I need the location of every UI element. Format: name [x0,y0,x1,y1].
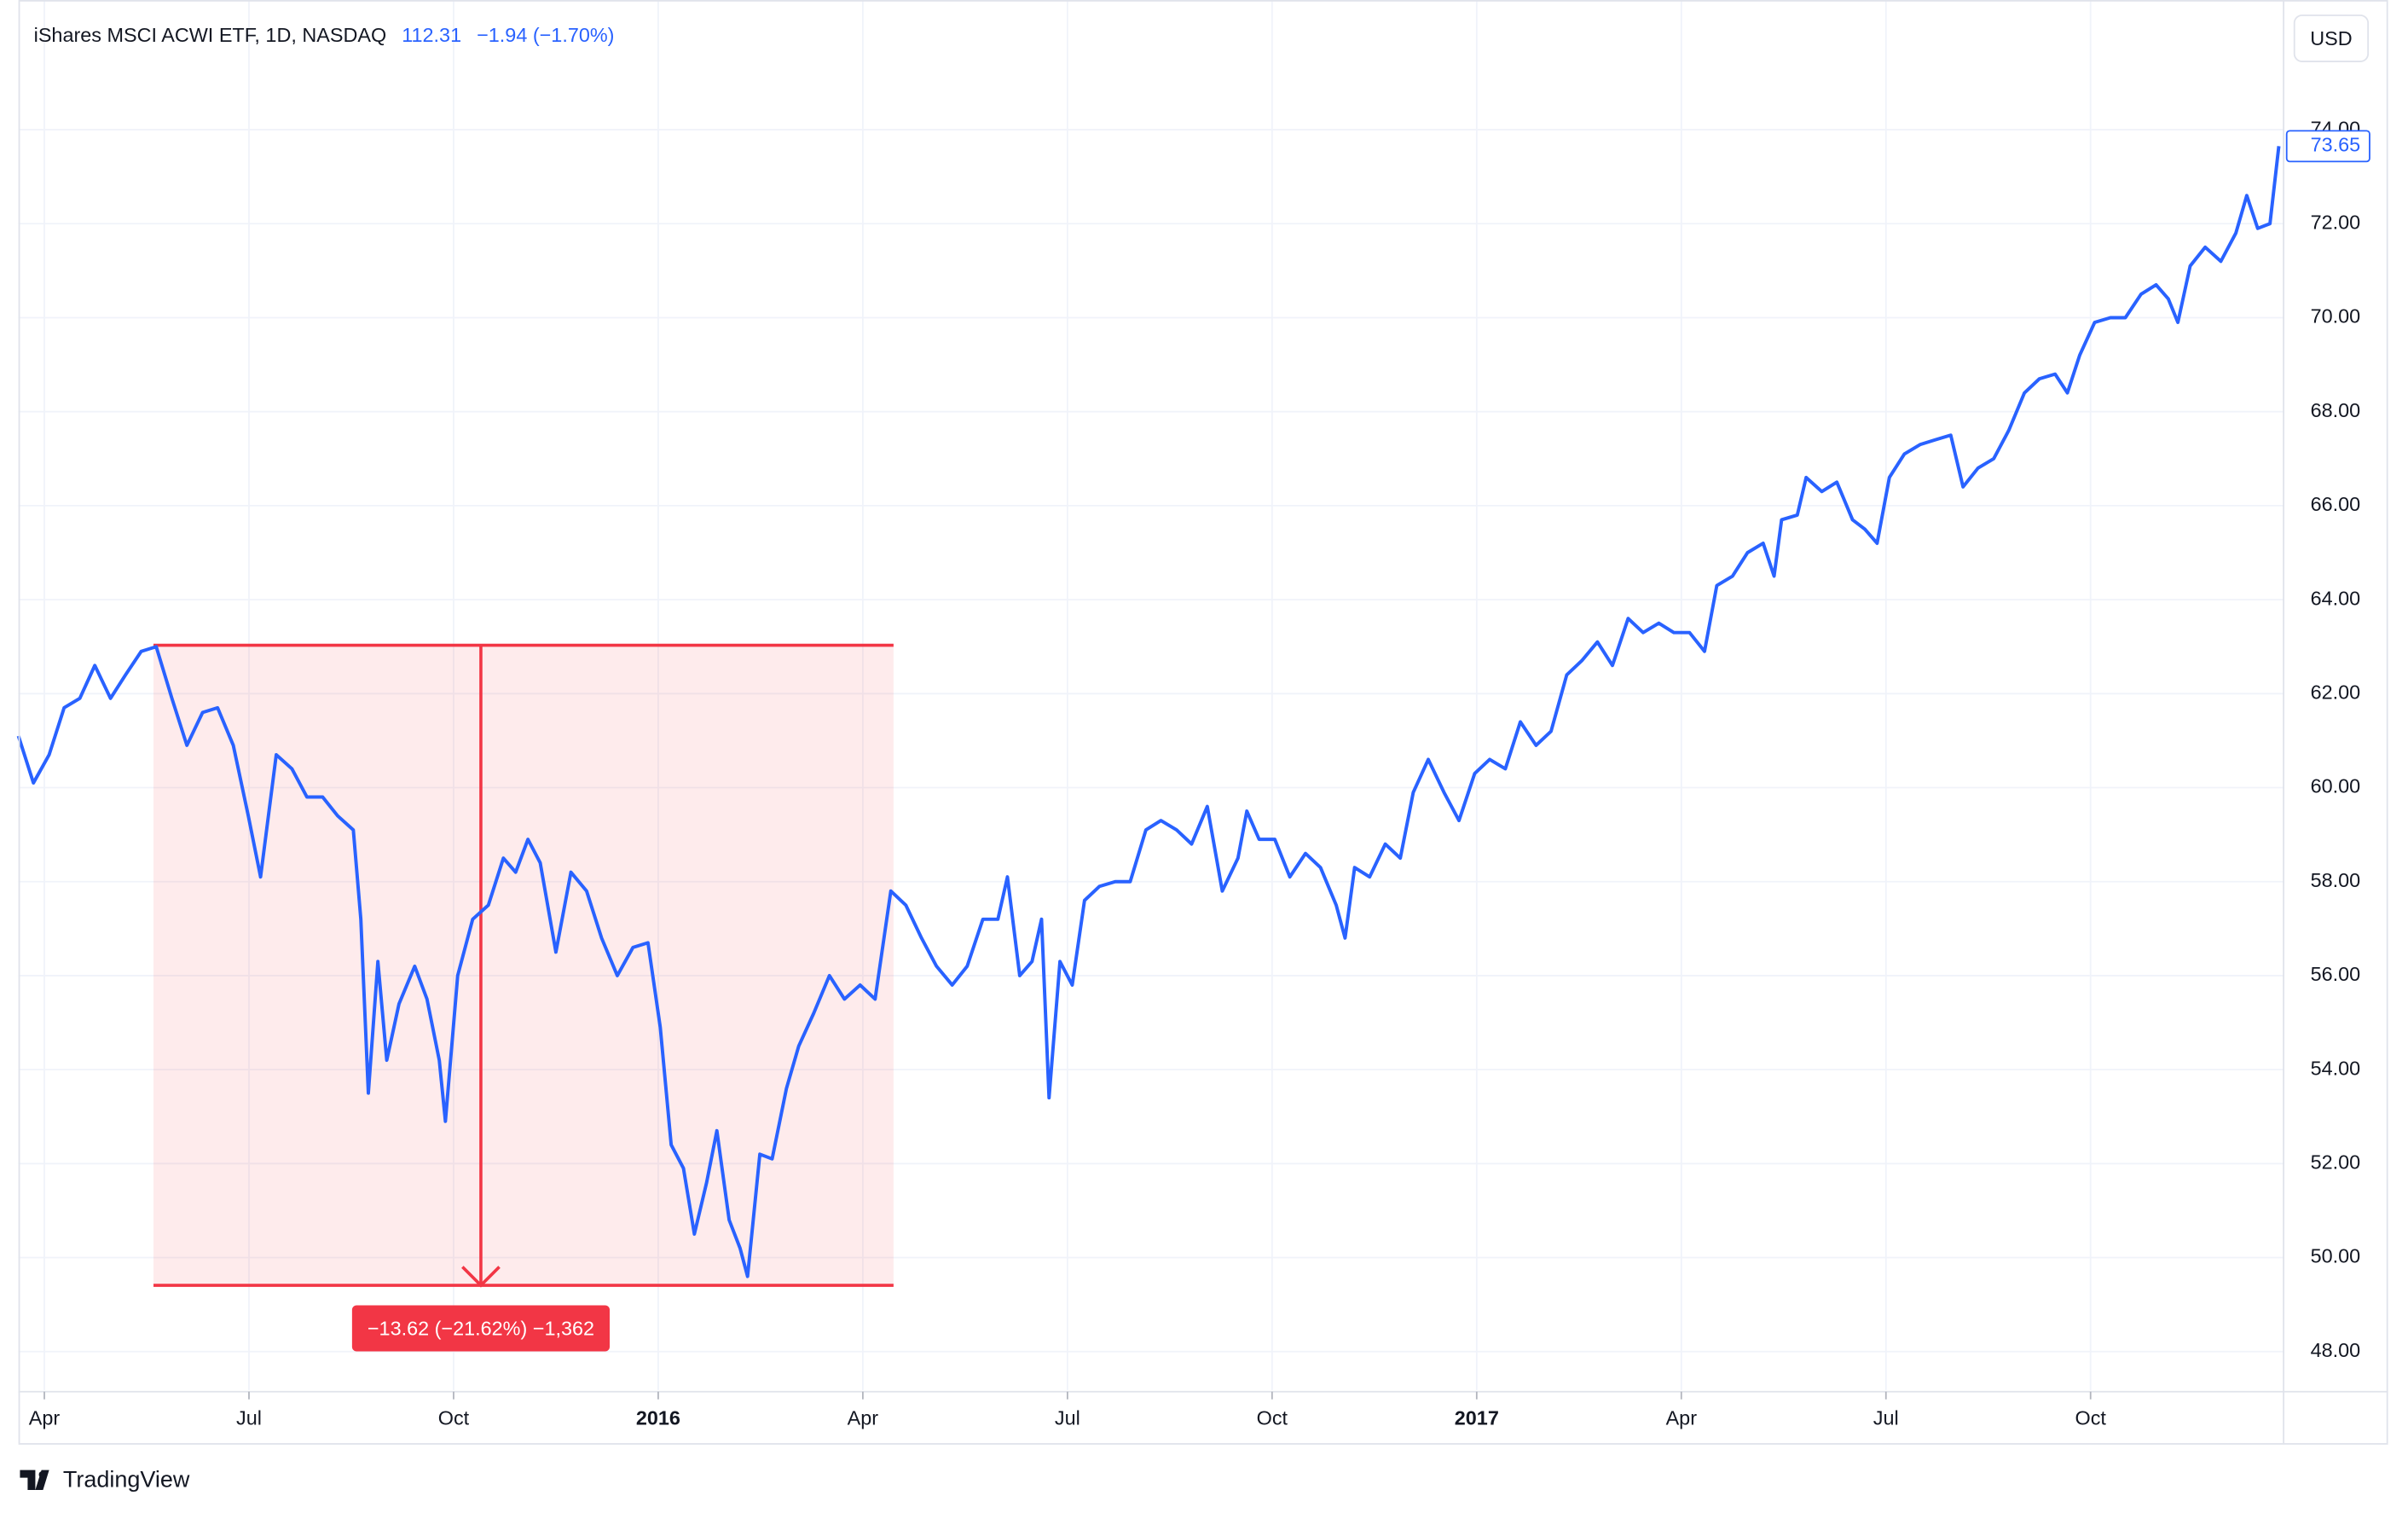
symbol-title: iShares MSCI ACWI ETF, 1D, NASDAQ [34,24,387,46]
last-price-label: 73.65 [2311,134,2361,156]
x-tick-label: Jul [1873,1406,1899,1429]
brand-logo: TradingView [20,1466,190,1492]
x-tick-label: 2016 [636,1406,680,1429]
x-tick-label: Apr [848,1406,879,1429]
symbol-change: −1.94 (−1.70%) [477,24,614,46]
y-tick-label: 72.00 [2311,211,2361,233]
plot [16,146,2281,1288]
x-tick-label: Jul [236,1406,262,1429]
measure-area [153,645,894,1286]
currency-label: USD [2310,27,2352,49]
x-tick-label: Jul [1055,1406,1080,1429]
y-tick-label: 54.00 [2311,1057,2361,1079]
x-tick-label: Oct [2075,1406,2107,1429]
y-tick-label: 62.00 [2311,681,2361,703]
price-line [16,146,2281,1278]
y-tick-label: 70.00 [2311,305,2361,328]
grid [18,0,2284,1390]
last-price-box [2285,130,2370,163]
y-tick-label: 50.00 [2311,1245,2361,1267]
axes: 48.00 50.00 52.00 54.00 56.00 58.00 60.00 62.00… [29,117,2360,1429]
measure-label-box [351,1305,611,1352]
legend: iShares MSCI ACWI ETF, 1D, NASDAQ 112.31−… [34,24,615,46]
y-tick-label: 58.00 [2311,869,2361,891]
chart-border [18,0,2388,1445]
measure-arrowhead [461,1266,501,1288]
y-tick-label: 66.00 [2311,493,2361,515]
x-tick-label: 2017 [1455,1406,1499,1429]
brand-icon-dot [38,1471,46,1478]
y-tick-label: 64.00 [2311,587,2361,609]
measure-label: −13.62 (−21.62%) −1,362 [368,1317,594,1339]
x-tick-label: Apr [1666,1406,1698,1429]
y-tick-label: 48.00 [2311,1339,2361,1361]
x-tick-label: Oct [438,1406,470,1429]
x-tick-label: Apr [29,1406,61,1429]
y-tick-label: 56.00 [2311,963,2361,985]
symbol-price: 112.31 [402,24,461,46]
brand-name: TradingView [63,1466,190,1492]
x-tick-label: Oct [1257,1406,1288,1429]
currency-button[interactable] [2293,14,2370,62]
y-tick-label: 52.00 [2311,1151,2361,1174]
y-tick-label: 60.00 [2311,775,2361,797]
y-tick-label: 68.00 [2311,399,2361,421]
